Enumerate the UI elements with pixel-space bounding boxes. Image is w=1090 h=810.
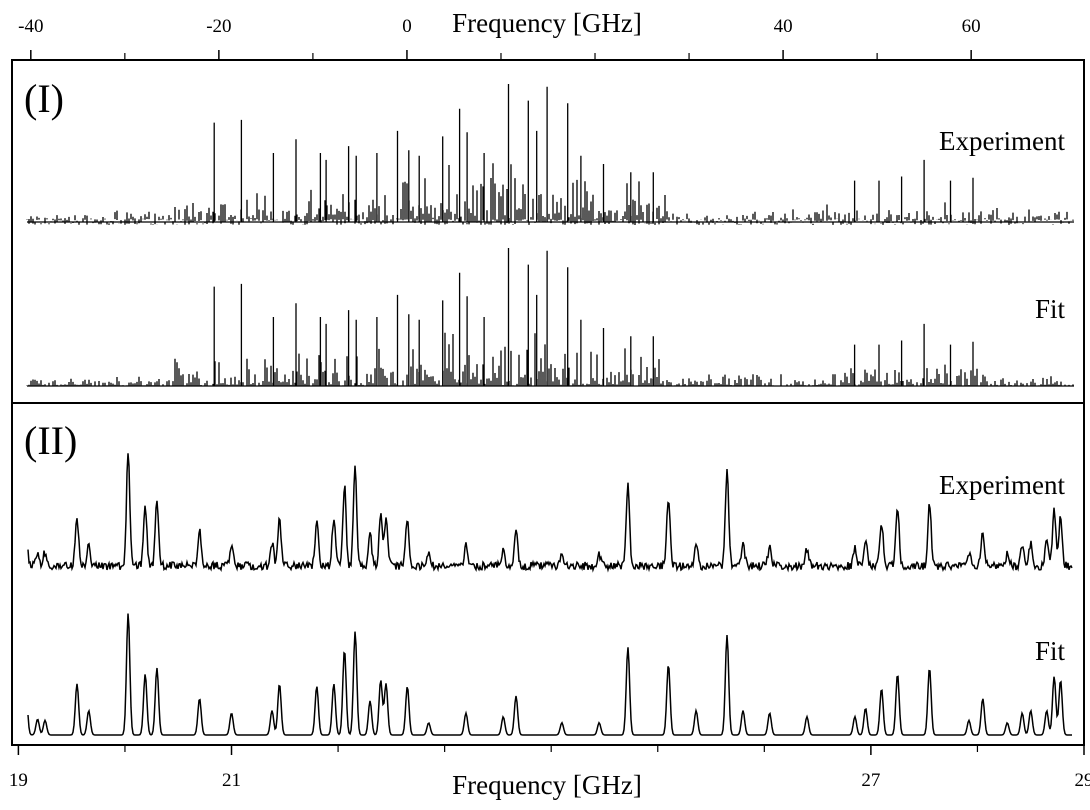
- panel-label-ii: (II): [24, 418, 77, 463]
- bottom-tick-label: 21: [222, 770, 241, 791]
- spectrum-traces: [27, 84, 1074, 735]
- top-tick-label: -20: [206, 16, 231, 37]
- trace-label-experiment-i: Experiment: [939, 126, 1065, 156]
- bottom-axis-title: Frequency [GHz]: [452, 770, 642, 800]
- top-tick-label: 40: [774, 16, 793, 37]
- bottom-tick-label: 29: [1075, 770, 1090, 791]
- trace-label-experiment-ii: Experiment: [939, 470, 1065, 500]
- trace-label-fit-ii: Fit: [1035, 636, 1066, 666]
- fit-trace-ii: [28, 614, 1072, 736]
- top-tick-label: 60: [962, 16, 981, 37]
- fit-trace-i: [27, 248, 1074, 386]
- bottom-tick-label: 19: [9, 770, 28, 791]
- experiment-trace-i: [27, 84, 1074, 225]
- bottom-tick-label: 27: [861, 770, 880, 791]
- top-tick-label: -40: [18, 16, 43, 37]
- experiment-trace-ii: [28, 453, 1072, 570]
- panel-label-i: (I): [24, 76, 64, 121]
- top-axis-title: Frequency [GHz]: [452, 8, 642, 38]
- trace-label-fit-i: Fit: [1035, 294, 1066, 324]
- top-tick-label: 0: [402, 16, 412, 37]
